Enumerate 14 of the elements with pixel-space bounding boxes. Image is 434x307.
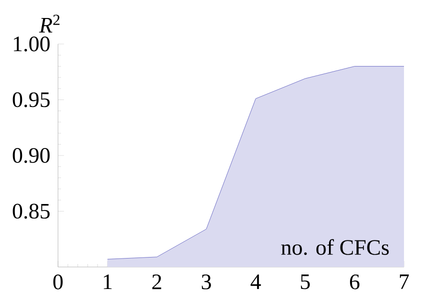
- y-tick-label: 0.90: [12, 148, 50, 163]
- x-tick-label: 0: [53, 274, 63, 290]
- y-tick-label: 1.00: [14, 36, 50, 52]
- x-tick-label: 2: [152, 274, 162, 290]
- x-tick-label: 4: [250, 274, 261, 289]
- x-tick-label: 1: [104, 274, 112, 290]
- x-axis-title: no. of CFCs: [281, 239, 389, 255]
- x-tick-label: 6: [350, 274, 360, 290]
- x-tick-label: 7: [400, 274, 409, 289]
- x-tick-label: 5: [300, 274, 310, 290]
- y-tick-label: 0.85: [12, 204, 50, 219]
- x-tick-label: 3: [202, 274, 211, 290]
- y-tick-label: 0.95: [12, 92, 50, 108]
- y-axis-title: R$^{2}$: [39, 14, 60, 32]
